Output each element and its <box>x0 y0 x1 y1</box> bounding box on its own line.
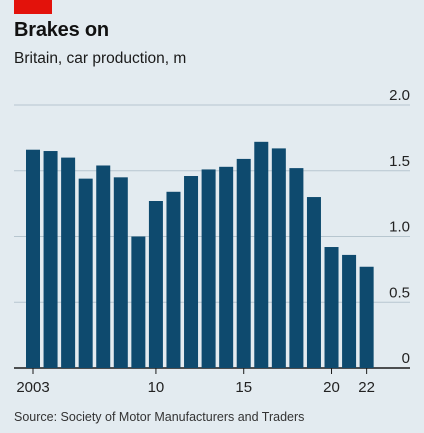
x-tick-label: 2003 <box>16 379 49 396</box>
x-tick-label: 20 <box>323 379 340 396</box>
x-tick-label: 10 <box>148 379 165 396</box>
bar-2019 <box>306 197 321 368</box>
bar-2016 <box>254 141 269 368</box>
bar-2017 <box>271 148 286 368</box>
y-tick-label: 0.5 <box>389 284 410 301</box>
chart-subtitle: Britain, car production, m <box>14 50 187 67</box>
chart-title: Brakes on <box>14 19 109 41</box>
bar-2013 <box>201 169 216 368</box>
y-tick-label: 1.5 <box>389 153 410 170</box>
y-tick-label: 0 <box>402 350 410 367</box>
bar-2004 <box>43 151 58 368</box>
y-tick-label: 1.0 <box>389 219 410 236</box>
y-tick-label: 2.0 <box>389 87 410 104</box>
bar-2020 <box>324 247 339 368</box>
bar-2012 <box>184 176 199 368</box>
bar-2015 <box>236 158 251 368</box>
bar-2010 <box>148 201 163 368</box>
x-axis-tick-labels: 2003 10 15 20 22 <box>16 368 375 396</box>
bar-2011 <box>166 191 181 368</box>
bar-2005 <box>61 157 76 368</box>
bar-2006 <box>78 178 93 368</box>
bar-2021 <box>342 254 357 368</box>
source-note: Source: Society of Motor Manufacturers a… <box>14 410 305 424</box>
bars <box>26 141 374 368</box>
x-tick-label: 22 <box>358 379 375 396</box>
y-axis-tick-labels: 0 0.5 1.0 1.5 2.0 <box>389 87 410 367</box>
bar-2008 <box>113 177 128 368</box>
bar-2009 <box>131 236 146 368</box>
bar-2022 <box>359 266 374 368</box>
brand-tag <box>14 0 52 14</box>
bar-2014 <box>219 166 234 368</box>
bar-2018 <box>289 168 304 368</box>
x-tick-label: 15 <box>235 379 252 396</box>
bar-2003 <box>26 149 40 368</box>
bar-2007 <box>96 165 111 368</box>
